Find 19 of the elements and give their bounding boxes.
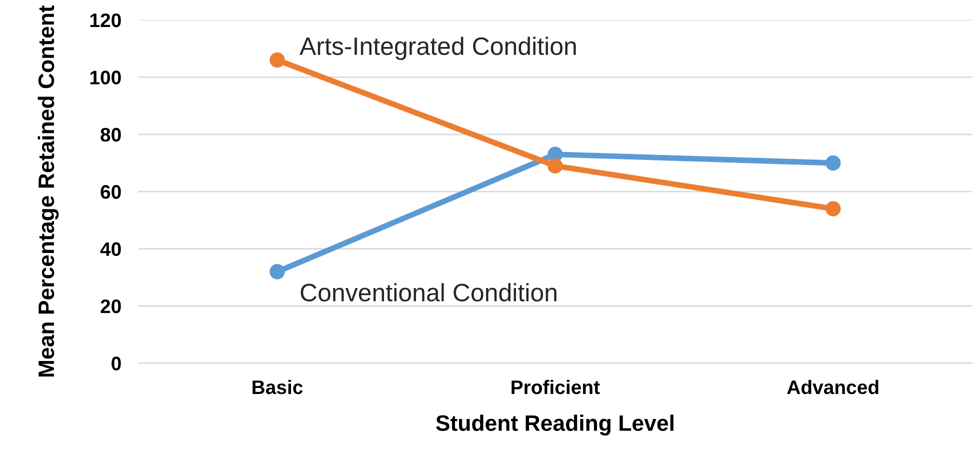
y-tick-label: 20 (100, 299, 121, 314)
point (548, 158, 563, 174)
y-tick-label: 60 (100, 185, 121, 199)
x-tick-label: Proficient (512, 380, 600, 394)
x-tick-label: Advanced (787, 380, 878, 394)
point (825, 155, 841, 171)
x-axis-title: Student Reading Level (436, 414, 674, 436)
series-label: Conventional Condition (300, 283, 556, 302)
y-tick-label: 100 (90, 70, 121, 84)
y-tick-label: 120 (90, 13, 121, 28)
point (825, 201, 841, 216)
point (270, 52, 285, 68)
point (270, 264, 285, 280)
y-tick-label: 40 (100, 242, 121, 256)
y-tick-label: 0 (112, 356, 121, 370)
y-tick-label: 80 (100, 128, 121, 142)
x-tick-label: Basic (252, 380, 303, 394)
y-axis-title: Mean Percentage Retained Content (38, 5, 59, 377)
series-label: Arts-Integrated Condition (300, 36, 576, 60)
